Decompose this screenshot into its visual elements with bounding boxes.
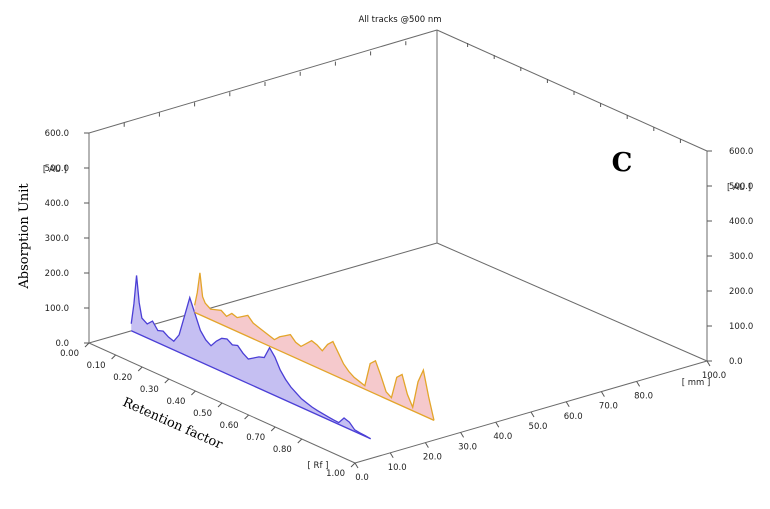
track-tick bbox=[706, 360, 711, 367]
track-tick bbox=[495, 421, 500, 428]
right-floor-edge bbox=[436, 242, 708, 362]
track-tick bbox=[424, 442, 429, 448]
x-tick-label: 0.30 bbox=[140, 385, 159, 395]
y-tick-label-left: 200.0 bbox=[45, 269, 69, 279]
track-tick bbox=[460, 432, 465, 438]
x-tick-label: 0.50 bbox=[193, 409, 212, 419]
track-tick bbox=[600, 391, 605, 397]
chart-title: All tracks @500 nm bbox=[358, 15, 441, 25]
y-tick-label-right: 600.0 bbox=[729, 147, 753, 157]
axis-ticks bbox=[84, 41, 712, 469]
x-tick bbox=[350, 462, 356, 468]
y-tick-label-right: 100.0 bbox=[729, 322, 753, 332]
trace-line-1 bbox=[193, 272, 435, 421]
x-tick-label: 1.00 bbox=[326, 469, 345, 479]
trace-line-0 bbox=[130, 275, 371, 440]
y-axis-label: Absorption Unit bbox=[17, 183, 32, 290]
x-tick bbox=[270, 426, 276, 432]
y-tick-label-right: 300.0 bbox=[729, 252, 753, 262]
track-tick-label: 80.0 bbox=[634, 391, 653, 401]
track-tick-label: 20.0 bbox=[423, 453, 442, 463]
track-tick-label: 0.0 bbox=[355, 473, 369, 483]
track-tick bbox=[389, 452, 394, 459]
y-tick-label-left: 300.0 bbox=[45, 234, 69, 244]
track-tick bbox=[565, 401, 570, 408]
y-tick-label-right: 0.0 bbox=[729, 357, 743, 367]
y-unit-label-left: [ AU ] bbox=[43, 165, 67, 175]
track-tick-label: 100.0 bbox=[702, 371, 726, 381]
track-tick-label: 50.0 bbox=[529, 422, 548, 432]
y-tick-label-right: 400.0 bbox=[729, 217, 753, 227]
tick-labels: 0.00.0100.0100.0200.0200.0300.0300.0400.… bbox=[45, 129, 754, 483]
traces bbox=[130, 272, 435, 440]
x-tick-label: 0.40 bbox=[166, 397, 185, 407]
x-tick bbox=[297, 438, 303, 444]
x-tick bbox=[137, 366, 143, 372]
right-top-edge bbox=[436, 29, 708, 152]
track-tick-label: 70.0 bbox=[599, 402, 618, 412]
x-tick-label: 0.20 bbox=[113, 373, 132, 383]
x-tick-label: 0.10 bbox=[87, 361, 106, 371]
y-tick-label-right: 500.0 bbox=[729, 182, 753, 192]
x-tick bbox=[244, 414, 249, 420]
track-tick bbox=[354, 462, 359, 469]
track-tick-label: 30.0 bbox=[458, 442, 477, 452]
panel-label: C bbox=[612, 148, 633, 178]
trace-baseline-1 bbox=[194, 311, 435, 421]
track-tick bbox=[636, 381, 641, 387]
track-unit-label: [ mm ] bbox=[682, 378, 711, 388]
trace-baseline-0 bbox=[130, 330, 371, 440]
x-tick bbox=[164, 378, 170, 384]
y-tick-label-left: 0.0 bbox=[55, 339, 69, 349]
x-tick bbox=[191, 390, 196, 396]
trace-area-0 bbox=[131, 275, 371, 439]
y-unit-label-right: [ AU ] bbox=[727, 183, 751, 193]
x-tick bbox=[217, 402, 223, 408]
x-tick-label: 0.60 bbox=[220, 421, 239, 431]
x-unit-label: [ Rf ] bbox=[308, 461, 329, 471]
trace-area-1 bbox=[194, 272, 434, 421]
y-tick-label-left: 400.0 bbox=[45, 199, 69, 209]
track-tick-label: 60.0 bbox=[564, 412, 583, 422]
y-tick-label-right: 200.0 bbox=[729, 287, 753, 297]
x-tick-label: 0.80 bbox=[273, 445, 292, 455]
track-tick-label: 10.0 bbox=[388, 463, 407, 473]
x-tick bbox=[111, 354, 116, 360]
back-top-edge bbox=[88, 29, 438, 134]
track-tick-label: 40.0 bbox=[493, 432, 512, 442]
track-tick bbox=[530, 411, 535, 418]
y-tick-label-left: 600.0 bbox=[45, 129, 69, 139]
y-tick-label-left: 100.0 bbox=[45, 304, 69, 314]
x-tick-label: 0.70 bbox=[246, 433, 265, 443]
x-tick-label: 0.00 bbox=[60, 349, 79, 359]
x-tick bbox=[84, 342, 90, 348]
y-tick-label-left: 500.0 bbox=[45, 164, 69, 174]
